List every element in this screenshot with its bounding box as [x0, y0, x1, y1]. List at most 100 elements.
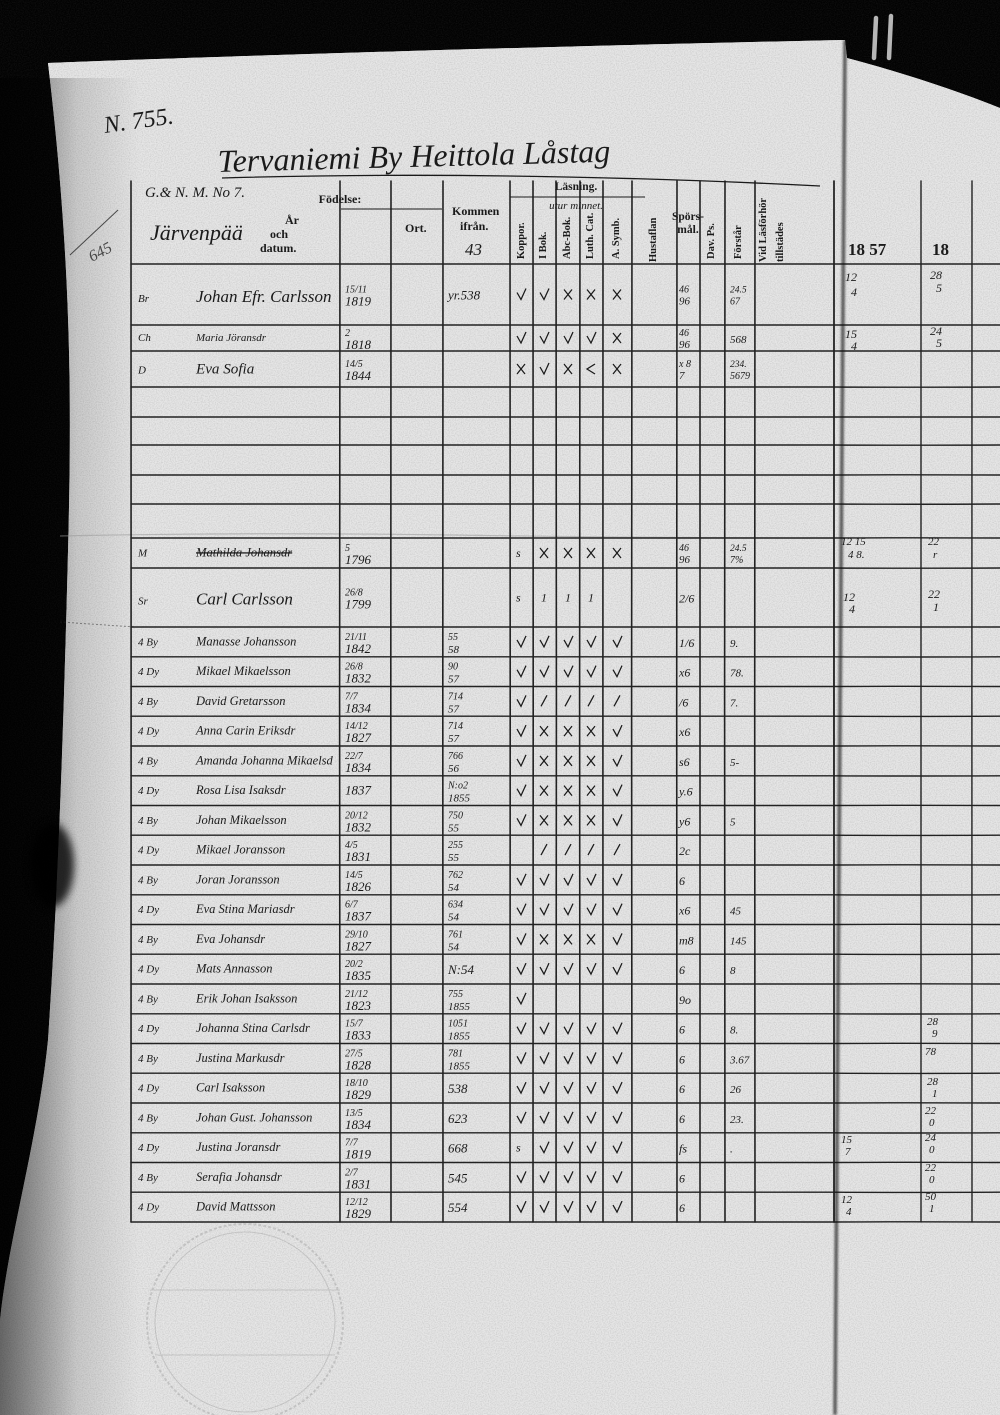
svg-text:4 By: 4 By	[138, 1172, 158, 1184]
svg-text:4 By: 4 By	[138, 756, 158, 768]
svg-text:Abc-Bok.: Abc-Bok.	[562, 216, 573, 259]
svg-text:Eva Johansdr: Eva Johansdr	[195, 932, 265, 946]
svg-text:Ort.: Ort.	[405, 221, 427, 235]
svg-text:4 Dy: 4 Dy	[138, 845, 159, 857]
svg-text:7.: 7.	[730, 697, 738, 709]
svg-text:1855: 1855	[448, 1001, 471, 1013]
svg-text:5679: 5679	[730, 371, 750, 382]
svg-text:4 Dy: 4 Dy	[138, 1142, 159, 1154]
svg-text:8: 8	[730, 965, 736, 977]
svg-text:Hustaflan: Hustaflan	[648, 217, 659, 262]
svg-text:.: .	[730, 1144, 733, 1156]
svg-text:m8: m8	[679, 933, 694, 947]
svg-text:David Gretarsson: David Gretarsson	[195, 694, 285, 708]
svg-text:15: 15	[841, 1134, 853, 1146]
svg-text:x6: x6	[678, 666, 690, 680]
svg-text:6: 6	[679, 1052, 685, 1066]
svg-text:255: 255	[448, 840, 463, 851]
svg-text:714: 714	[448, 691, 463, 702]
svg-text:1819: 1819	[345, 1147, 372, 1162]
svg-text:28: 28	[927, 1076, 939, 1088]
svg-text:Mikael Joransson: Mikael Joransson	[195, 843, 285, 857]
svg-text:7: 7	[845, 1146, 851, 1158]
svg-text:5: 5	[936, 336, 942, 350]
svg-text:Carl Isaksson: Carl Isaksson	[196, 1081, 265, 1095]
svg-text:David Mattsson: David Mattsson	[195, 1200, 276, 1214]
svg-text:28: 28	[927, 1016, 939, 1028]
svg-text:1837: 1837	[345, 909, 372, 924]
svg-text:Serafia Johansdr: Serafia Johansdr	[196, 1170, 282, 1184]
svg-text:43: 43	[465, 240, 482, 259]
svg-text:Dav. Ps.: Dav. Ps.	[706, 223, 717, 259]
svg-text:4 Dy: 4 Dy	[138, 785, 159, 797]
svg-text:N:o2: N:o2	[447, 781, 468, 792]
svg-text:Maria Jöransdr: Maria Jöransdr	[195, 332, 267, 344]
svg-text:1826: 1826	[345, 879, 372, 894]
svg-text:46: 46	[679, 543, 689, 554]
svg-text:M: M	[137, 548, 148, 560]
svg-text:4 By: 4 By	[138, 934, 158, 946]
svg-text:4 By: 4 By	[138, 1053, 158, 1065]
svg-text:54: 54	[448, 882, 460, 894]
svg-text:6: 6	[679, 1201, 685, 1215]
svg-text:Br: Br	[138, 293, 150, 305]
svg-text:57: 57	[448, 733, 460, 745]
svg-text:24.5: 24.5	[730, 544, 747, 554]
svg-text:623: 623	[448, 1111, 468, 1126]
svg-text:781: 781	[448, 1048, 463, 1059]
svg-text:145: 145	[730, 935, 747, 947]
svg-text:1829: 1829	[345, 1087, 372, 1102]
svg-text:D: D	[137, 364, 146, 376]
svg-text:0: 0	[929, 1117, 935, 1129]
svg-text:Ch: Ch	[138, 332, 151, 344]
svg-text:Johan Mikaelsson: Johan Mikaelsson	[196, 813, 287, 827]
svg-text:Erik Johan Isaksson: Erik Johan Isaksson	[195, 992, 297, 1006]
svg-text:och: och	[270, 227, 288, 241]
svg-text:Joran Joransson: Joran Joransson	[196, 873, 280, 887]
svg-text:y6: y6	[678, 814, 690, 828]
svg-text:s: s	[516, 1141, 521, 1155]
svg-text:Manasse Johansson: Manasse Johansson	[195, 635, 296, 649]
svg-text:54: 54	[448, 941, 460, 953]
svg-text:78: 78	[925, 1046, 937, 1058]
svg-text:46: 46	[679, 285, 689, 296]
svg-text:57: 57	[448, 674, 460, 686]
svg-text:4 By: 4 By	[138, 637, 158, 649]
svg-text:18 57: 18 57	[848, 240, 887, 259]
svg-text:6: 6	[679, 1112, 685, 1126]
svg-text:1832: 1832	[345, 671, 372, 686]
svg-text:1: 1	[932, 1088, 938, 1100]
svg-text:56: 56	[448, 763, 460, 775]
svg-text:545: 545	[448, 1170, 468, 1185]
svg-text:22: 22	[925, 1162, 937, 1174]
svg-text:55: 55	[448, 822, 460, 834]
svg-text:Födelse:: Födelse:	[319, 192, 362, 206]
svg-text:67: 67	[730, 297, 741, 308]
svg-text:634: 634	[448, 900, 463, 911]
svg-text:1831: 1831	[345, 849, 371, 864]
svg-text:750: 750	[448, 810, 463, 821]
svg-text:54: 54	[448, 912, 460, 924]
svg-text:fs: fs	[679, 1142, 687, 1156]
svg-text:1051: 1051	[448, 1019, 468, 1030]
svg-text:1823: 1823	[345, 998, 372, 1013]
svg-text:568: 568	[730, 334, 747, 346]
svg-text:G.& N. M. No 7.: G.& N. M. No 7.	[145, 185, 245, 201]
svg-text:57: 57	[448, 703, 460, 715]
svg-text:4 By: 4 By	[138, 875, 158, 887]
svg-text:Järvenpää: Järvenpää	[150, 220, 243, 245]
svg-text:y.6: y.6	[678, 785, 693, 799]
svg-text:4 By: 4 By	[138, 1113, 158, 1125]
svg-text:s: s	[516, 546, 521, 560]
svg-text:Justina Markusdr: Justina Markusdr	[196, 1051, 285, 1065]
svg-text:4: 4	[851, 339, 857, 353]
svg-text:Carl Carlsson: Carl Carlsson	[196, 590, 293, 609]
svg-text:Kommen: Kommen	[452, 204, 500, 218]
svg-text:s: s	[516, 591, 521, 605]
svg-text:24.5: 24.5	[730, 286, 747, 296]
svg-text:96: 96	[679, 339, 691, 351]
svg-text:1827: 1827	[345, 938, 372, 953]
svg-text:4 By: 4 By	[138, 815, 158, 827]
svg-text:538: 538	[448, 1081, 468, 1096]
svg-text:714: 714	[448, 721, 463, 732]
